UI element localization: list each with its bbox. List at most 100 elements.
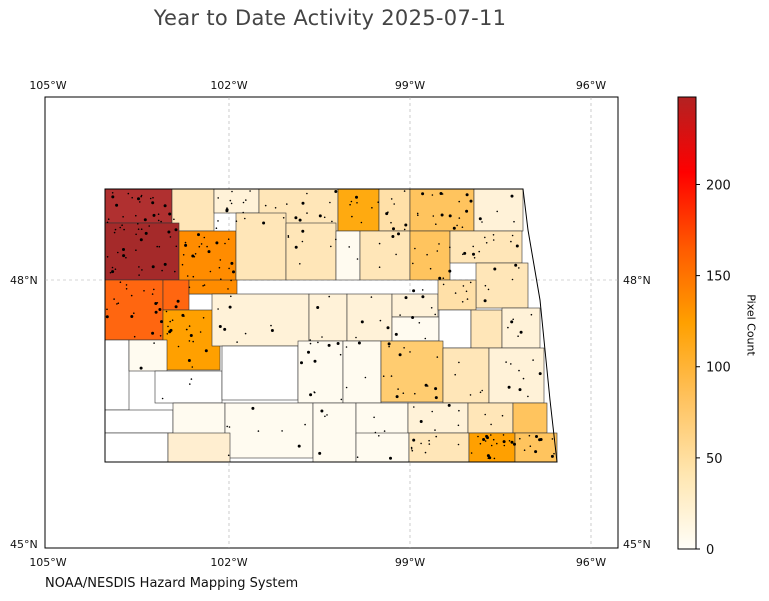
fire-point	[304, 423, 306, 426]
fire-point	[492, 438, 495, 441]
fire-point	[535, 435, 538, 438]
fire-point	[402, 392, 405, 395]
county-ransom	[467, 402, 514, 434]
fire-point	[192, 340, 194, 343]
fire-point	[152, 196, 154, 199]
fire-point	[501, 414, 504, 417]
fire-point	[461, 301, 464, 303]
fire-point	[226, 425, 228, 428]
fire-point	[469, 394, 472, 396]
fire-point	[466, 298, 469, 300]
colorbar-label: Pixel Count	[744, 294, 758, 356]
fire-point	[135, 214, 137, 217]
fire-point	[109, 271, 112, 274]
fire-point	[528, 434, 531, 437]
fire-point	[477, 435, 479, 438]
fire-point	[217, 220, 219, 222]
fire-point	[465, 290, 468, 293]
fire-point	[349, 203, 351, 206]
fire-point	[189, 383, 191, 385]
fire-point	[217, 197, 219, 199]
axis-labels: 105°W 102°W 99°W 96°W 105°W 102°W 99°W 9…	[10, 79, 651, 569]
fire-point	[356, 202, 358, 204]
fire-point	[382, 375, 385, 378]
fire-point	[481, 389, 484, 392]
fire-point	[434, 396, 438, 400]
fire-point	[113, 298, 115, 300]
fire-point	[215, 227, 218, 229]
county-mckenzie-2	[162, 279, 190, 311]
fire-point	[465, 193, 469, 197]
fire-point	[391, 235, 395, 238]
fire-point	[203, 284, 206, 286]
fire-point	[301, 229, 305, 233]
fire-point	[202, 317, 205, 319]
fire-point	[149, 197, 152, 200]
fire-point	[141, 269, 143, 271]
fire-point	[430, 307, 433, 309]
fire-point	[458, 409, 460, 412]
county-hettinger	[172, 402, 226, 435]
lon-label-top-96: 96°W	[576, 79, 606, 92]
fire-point	[378, 266, 381, 269]
colorbar-tick-label: 150	[706, 270, 731, 285]
fire-point	[472, 252, 475, 256]
fire-point	[156, 302, 159, 304]
fire-point	[153, 342, 155, 344]
fire-point	[228, 267, 230, 270]
fire-point	[119, 226, 121, 229]
fire-point	[165, 310, 168, 313]
fire-point	[486, 454, 490, 458]
county-cass	[488, 347, 545, 404]
fire-point	[487, 288, 490, 291]
fire-point	[404, 296, 408, 300]
fire-point	[377, 201, 380, 203]
fire-point	[251, 406, 255, 410]
fire-point	[457, 424, 460, 427]
fire-point	[139, 201, 141, 203]
fire-point	[148, 225, 150, 227]
fire-point	[340, 398, 343, 401]
fire-point	[492, 239, 495, 241]
fire-point	[294, 245, 298, 249]
fire-point	[140, 228, 143, 230]
fire-point	[522, 377, 525, 380]
fire-point	[411, 316, 415, 319]
fire-point	[484, 440, 487, 442]
fire-point	[111, 195, 115, 199]
fire-point	[523, 449, 526, 452]
fire-point	[157, 219, 160, 222]
fire-point	[117, 251, 119, 254]
fire-point	[133, 312, 135, 315]
fire-point	[116, 303, 118, 305]
fire-point	[174, 228, 178, 232]
county-pembina	[473, 188, 524, 232]
fire-point	[421, 192, 425, 196]
fire-point	[326, 414, 328, 416]
fire-point	[510, 363, 512, 365]
fire-point	[223, 327, 227, 331]
fire-point	[534, 450, 538, 454]
fire-point	[171, 319, 174, 322]
fire-point	[503, 444, 506, 447]
fire-point	[463, 251, 467, 255]
fire-point	[431, 410, 434, 413]
fire-point	[188, 325, 191, 327]
fire-point	[356, 456, 359, 459]
fire-point	[335, 238, 337, 241]
county-divide	[104, 188, 173, 224]
fire-point	[121, 224, 123, 226]
county-mclean	[211, 293, 310, 347]
fire-point	[169, 236, 172, 238]
fire-point	[490, 444, 493, 447]
colorbar-ticks: 0 50 100 150 200	[696, 178, 731, 558]
fire-point	[389, 456, 392, 460]
fire-point	[167, 325, 169, 328]
fire-point	[492, 234, 495, 236]
colorbar-gradient	[677, 96, 697, 550]
fire-point	[442, 283, 445, 286]
fire-point	[484, 236, 486, 239]
fire-point	[181, 313, 185, 317]
fire-point	[428, 439, 430, 442]
lon-label-top-102: 102°W	[210, 79, 247, 92]
